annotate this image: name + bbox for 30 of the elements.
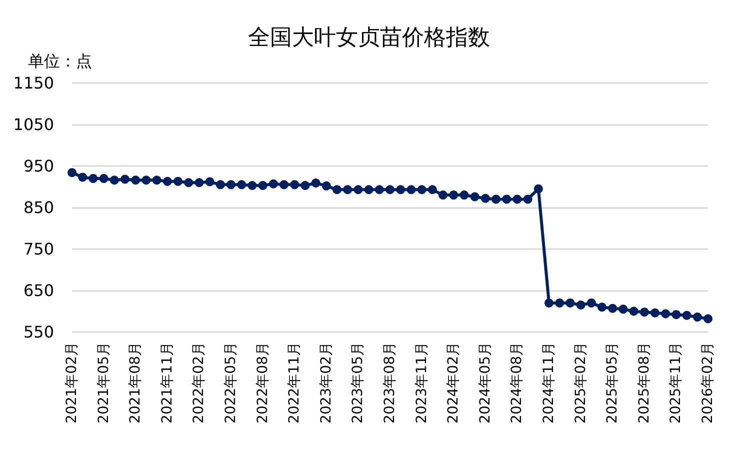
x-tick-label: 2024年05月 <box>477 342 494 424</box>
x-tick-label: 2025年11月 <box>668 342 684 424</box>
x-tick-label: 2024年08月 <box>509 342 526 424</box>
x-tick-label: 2024年11月 <box>541 342 557 424</box>
chart-title: 全国大叶女贞苗价格指数 <box>248 26 490 50</box>
x-tick-label: 2023年05月 <box>350 342 366 424</box>
x-tick-label: 2022年05月 <box>223 342 239 424</box>
y-tick-label: 950 <box>23 156 54 176</box>
y-tick-label: 850 <box>23 198 54 217</box>
x-tick-label: 2025年05月 <box>604 342 621 424</box>
y-axis-title: 单位：点 <box>28 52 92 70</box>
y-tick-label: 550 <box>23 322 54 342</box>
x-tick-label: 2023年02月 <box>318 342 334 424</box>
x-tick-label: 2025年02月 <box>572 342 589 424</box>
x-tick-label: 2021年11月 <box>159 342 176 424</box>
x-tick-label: 2021年02月 <box>64 342 80 424</box>
x-tick-label: 2025年08月 <box>636 342 652 424</box>
x-tick-label: 2021年05月 <box>96 342 112 424</box>
y-tick-label: 1050 <box>13 115 54 134</box>
y-tick-label: 750 <box>23 240 54 258</box>
x-tick-label: 2023年08月 <box>382 342 398 424</box>
x-tick-label: 2024年02月 <box>446 342 462 424</box>
x-tick-label: 2022年02月 <box>191 342 208 424</box>
x-tick-label: 2022年11月 <box>286 342 303 424</box>
x-tick-label: 2022年08月 <box>254 342 271 424</box>
y-tick-label: 650 <box>23 281 54 300</box>
x-tick-label: 2023年11月 <box>414 342 430 424</box>
y-tick-label: 1150 <box>13 74 54 92</box>
x-tick-label: 2021年08月 <box>128 342 144 424</box>
x-tick-label: 2026年02月 <box>700 342 716 424</box>
